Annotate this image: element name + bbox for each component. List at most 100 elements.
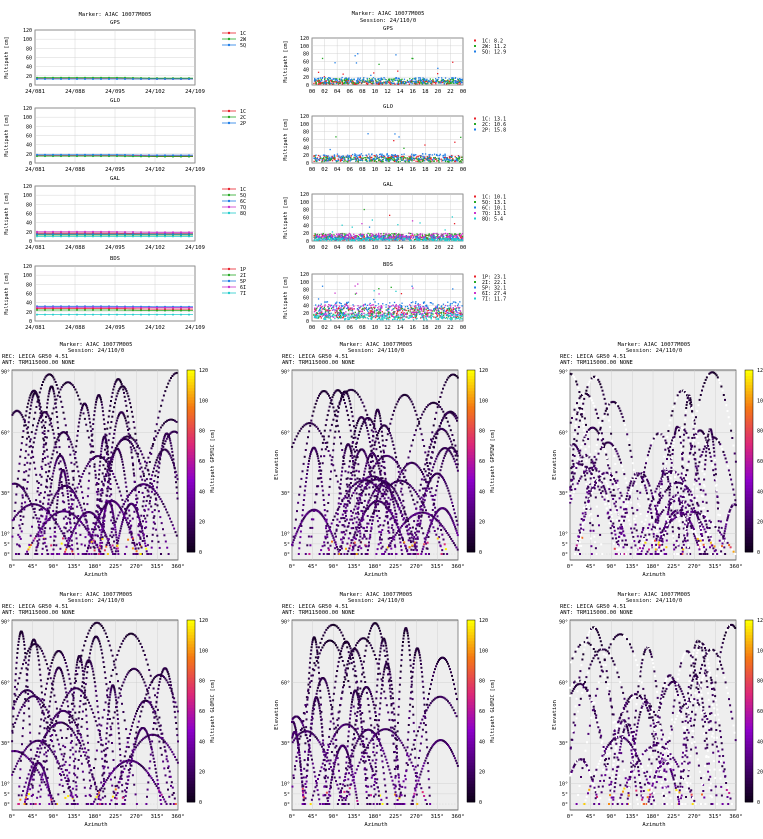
series-point-7Q — [124, 231, 126, 233]
data-point — [401, 238, 403, 240]
data-point — [347, 154, 349, 156]
data-point — [329, 314, 331, 316]
series-point-7I — [36, 313, 38, 316]
data-point — [341, 81, 343, 84]
data-point — [373, 160, 375, 162]
data-point — [422, 239, 425, 241]
data-point — [410, 159, 412, 161]
data-point — [345, 81, 348, 83]
data-point — [388, 81, 390, 84]
data-point — [392, 79, 394, 81]
data-point — [323, 157, 325, 159]
data-point — [450, 159, 452, 161]
data-point — [133, 447, 136, 450]
data-point — [370, 312, 372, 314]
y-axis-label: Multipath [cm] — [4, 192, 10, 234]
data-point — [358, 156, 360, 158]
data-point — [461, 159, 464, 161]
y-tick-label: 0 — [306, 239, 309, 245]
series-point-2I — [156, 309, 158, 312]
x-tick-label: 08 — [359, 245, 366, 251]
data-point — [156, 456, 159, 459]
data-point — [354, 238, 356, 240]
data-point — [446, 83, 448, 85]
data-point — [392, 234, 395, 236]
data-point — [385, 232, 387, 235]
data-point — [340, 234, 343, 237]
data-point — [369, 302, 371, 305]
data-point — [73, 463, 76, 466]
data-point — [461, 305, 463, 307]
data-point — [390, 238, 392, 240]
data-point — [461, 81, 463, 84]
data-point — [336, 314, 339, 316]
data-point — [314, 158, 316, 160]
data-point — [342, 82, 345, 84]
data-point — [112, 513, 115, 516]
data-point — [442, 234, 444, 236]
x-tick-label: 20 — [435, 167, 442, 173]
data-point — [381, 153, 383, 155]
data-point — [325, 240, 327, 242]
legend-marker-7Q — [227, 205, 231, 209]
data-point — [370, 74, 372, 76]
data-point — [439, 236, 441, 238]
longterm-panel-gps: Marker: AJAC 10077M005GPS020406080100120… — [4, 12, 247, 95]
data-point — [392, 80, 394, 82]
data-point — [341, 235, 344, 237]
data-point — [437, 236, 439, 238]
data-point — [409, 311, 411, 313]
data-point — [359, 156, 362, 158]
data-point — [52, 388, 55, 391]
data-point — [444, 160, 447, 163]
data-point — [320, 83, 322, 85]
series-point-5Q — [124, 78, 126, 80]
data-point — [335, 316, 338, 318]
series-scatter-7Q — [314, 220, 464, 241]
data-point — [394, 154, 396, 156]
data-point — [442, 78, 445, 81]
data-point — [331, 160, 334, 162]
data-point — [375, 81, 378, 84]
data-point — [365, 306, 367, 309]
series-point-7Q — [100, 230, 102, 233]
data-point — [33, 417, 36, 420]
data-point — [439, 239, 441, 241]
data-point — [407, 307, 410, 309]
y-tick-label: 100 — [23, 115, 32, 121]
y-axis-label: Multipath [cm] — [4, 36, 10, 78]
data-point — [424, 311, 426, 314]
data-point — [409, 82, 412, 84]
series-point-2P — [84, 153, 86, 156]
legend-marker-1P — [227, 267, 231, 271]
data-point — [424, 236, 426, 238]
data-point — [458, 81, 461, 83]
data-point — [461, 235, 464, 238]
data-point — [409, 158, 411, 160]
y-tick-label: 5° — [4, 542, 10, 548]
data-point — [438, 77, 440, 79]
data-point — [393, 140, 395, 142]
series-scatter-5Q — [313, 53, 463, 85]
data-point — [410, 81, 413, 83]
data-point — [371, 156, 373, 159]
data-point — [427, 234, 429, 237]
data-point — [335, 82, 338, 85]
data-point — [371, 308, 374, 310]
series-point-2C — [156, 155, 158, 158]
data-point — [378, 318, 380, 320]
data-point — [410, 315, 412, 317]
data-point — [406, 235, 408, 237]
x-tick-label: 45° — [28, 564, 38, 570]
data-point — [404, 161, 407, 163]
data-point — [381, 159, 383, 161]
data-point — [412, 313, 414, 315]
data-point — [441, 317, 443, 319]
data-point — [360, 238, 362, 240]
data-point — [59, 460, 62, 463]
x-tick-label: 18 — [422, 89, 429, 95]
data-point — [331, 81, 334, 83]
data-point — [372, 310, 374, 313]
data-point — [373, 290, 375, 292]
data-point — [323, 236, 325, 238]
